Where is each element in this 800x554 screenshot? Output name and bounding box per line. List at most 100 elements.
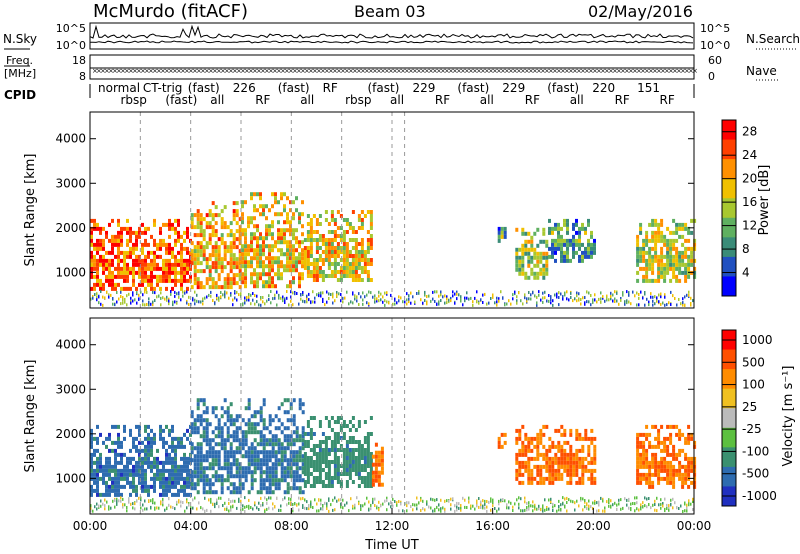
velocity-cell <box>147 452 150 457</box>
power-cell <box>135 254 138 259</box>
velocity-cell <box>235 458 239 463</box>
power-noise <box>174 300 176 304</box>
power-noise <box>340 293 342 296</box>
velocity-cell <box>295 470 299 475</box>
power-cell <box>253 252 256 257</box>
power-cell <box>226 277 230 282</box>
velocity-cell <box>211 458 215 463</box>
velocity-cell <box>536 480 540 485</box>
velocity-cell <box>303 452 307 456</box>
power-cell <box>220 217 224 222</box>
velocity-noise <box>578 504 580 508</box>
power-cell <box>214 241 218 246</box>
power-cell <box>193 225 197 230</box>
power-cell <box>295 196 298 201</box>
velocity-cell <box>202 410 206 415</box>
velocity-cell <box>280 454 284 459</box>
velocity-cell <box>147 460 150 465</box>
velocity-cell <box>186 492 189 497</box>
power-noise <box>664 293 666 297</box>
velocity-noise <box>586 502 588 506</box>
velocity-cell <box>202 430 206 435</box>
power-cell <box>186 258 189 263</box>
velocity-cell <box>321 468 325 472</box>
power-noise <box>322 300 324 303</box>
velocity-cell <box>274 458 278 463</box>
power-cell <box>527 259 531 264</box>
velocity-cell <box>569 428 573 433</box>
power-cell <box>241 260 244 265</box>
velocity-cell <box>515 456 519 461</box>
power-noise <box>370 291 372 295</box>
power-noise <box>618 302 620 306</box>
power-noise <box>220 291 222 294</box>
velocity-cell <box>301 466 305 471</box>
velocity-cell <box>348 472 352 476</box>
power-noise <box>410 291 412 295</box>
velocity-cell <box>380 454 384 459</box>
velocity-cell <box>374 442 378 447</box>
power-noise <box>254 302 256 306</box>
velocity-cell <box>105 456 108 461</box>
power-noise <box>278 296 280 300</box>
velocity-cell <box>93 472 96 477</box>
power-cell <box>123 274 126 279</box>
velocity-noise <box>96 502 98 506</box>
power-cell <box>593 238 596 243</box>
power-cell <box>193 249 197 254</box>
power-cell <box>274 200 277 205</box>
power-cell <box>202 249 206 254</box>
velocity-cell <box>280 422 284 427</box>
power-cell <box>265 272 268 277</box>
velocity-noise <box>192 506 194 510</box>
velocity-cell <box>280 430 284 435</box>
freq-mark: × <box>260 67 266 75</box>
power-noise <box>466 291 468 295</box>
power-cell <box>226 273 230 278</box>
velocity-cell <box>289 466 293 471</box>
velocity-noise <box>466 506 468 509</box>
power-cell <box>168 274 171 279</box>
velocity-noise <box>534 503 536 507</box>
power-cell <box>135 270 138 275</box>
power-noise <box>124 300 126 304</box>
velocity-cell <box>645 472 649 477</box>
velocity-noise <box>546 506 548 509</box>
velocity-cell <box>645 452 649 457</box>
power-cell <box>693 258 697 263</box>
power-cell <box>253 232 256 237</box>
power-noise <box>248 295 250 299</box>
power-cell <box>560 242 563 247</box>
power-noise <box>290 295 292 299</box>
power-cell <box>678 258 682 263</box>
velocity-cell <box>563 448 567 453</box>
velocity-noise <box>344 503 346 507</box>
freq-mark: × <box>100 67 106 75</box>
freq-mark: × <box>324 67 330 75</box>
velocity-cell <box>268 458 272 463</box>
power-cell <box>226 249 230 254</box>
power-noise <box>386 300 388 304</box>
power-cell <box>527 263 531 268</box>
velocity-noise <box>402 509 404 513</box>
power-cell <box>205 213 209 218</box>
velocity-cell <box>241 466 245 471</box>
velocity-cell <box>174 492 177 497</box>
velocity-cell <box>156 472 159 477</box>
velocity-cell <box>268 490 272 495</box>
power-cell <box>654 230 658 235</box>
velocity-cell <box>265 470 269 475</box>
velocity-cell <box>177 436 180 441</box>
velocity-cell <box>581 460 585 465</box>
velocity-cell <box>153 464 156 469</box>
power-cell <box>289 240 292 245</box>
velocity-cell <box>99 432 102 437</box>
power-cell <box>298 220 301 225</box>
velocity-noise <box>154 506 156 510</box>
power-cell <box>183 258 186 263</box>
power-cell <box>205 257 209 262</box>
power-cell <box>90 286 93 291</box>
power-cell <box>238 261 242 266</box>
velocity-cell <box>330 428 334 432</box>
power-cell <box>684 222 688 227</box>
